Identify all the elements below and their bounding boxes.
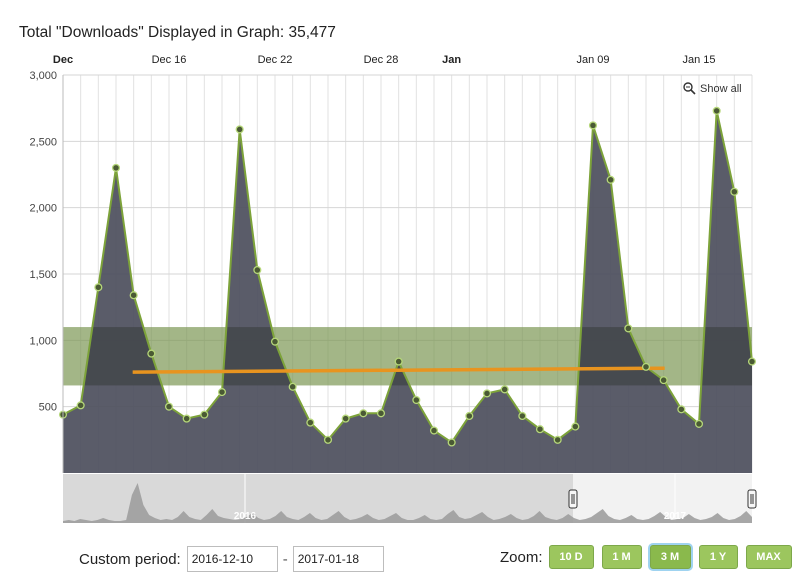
navigator: 2016 2017 (63, 474, 757, 523)
data-point (147, 349, 156, 358)
zoom-max-button[interactable]: MAX (745, 545, 792, 569)
data-point (217, 388, 227, 397)
data-point (429, 426, 439, 435)
zoom-magnifier-icon (683, 82, 696, 95)
data-point (535, 425, 545, 434)
data-point (182, 414, 191, 423)
data-point (94, 283, 103, 292)
data-points (58, 106, 757, 447)
band-overlay (63, 327, 752, 386)
zoom-label: Zoom: (500, 548, 543, 566)
data-point (553, 435, 562, 444)
data-point (677, 405, 686, 414)
data-point (641, 362, 651, 371)
data-point (571, 422, 580, 431)
data-point (76, 401, 85, 410)
start-date-input[interactable] (186, 546, 278, 572)
show-all-button[interactable]: Show all (683, 82, 742, 95)
data-point (288, 382, 297, 391)
trend-line (132, 366, 665, 374)
x-tick-label: Jan (442, 54, 461, 66)
data-point (624, 324, 633, 333)
show-all-label: Show all (700, 82, 742, 95)
y-tick-label: 2,000 (29, 203, 57, 215)
data-point (606, 175, 615, 184)
data-point (747, 357, 757, 366)
x-tick-label: Dec 22 (258, 54, 293, 66)
y-tick-label: 1,000 (29, 335, 57, 347)
x-tick-label: Jan 09 (576, 54, 609, 66)
x-tick-label: Jan 15 (682, 54, 715, 66)
x-tick-label: Dec 28 (364, 54, 399, 66)
data-point (376, 409, 386, 418)
data-point (270, 337, 280, 346)
zoom-10d-button[interactable]: 10 D (548, 545, 594, 569)
data-point (235, 125, 244, 134)
series-area (62, 110, 753, 473)
data-point (465, 411, 474, 421)
y-tick-label: 2,500 (29, 136, 57, 148)
date-separator: - (282, 550, 288, 568)
data-point (412, 395, 421, 405)
x-tick-label: Dec (53, 54, 73, 66)
navigator-year-label: 2016 (234, 511, 257, 522)
data-point (394, 357, 403, 366)
navigator-handle[interactable] (747, 489, 757, 509)
data-point (500, 385, 509, 394)
end-date-input[interactable] (292, 546, 384, 572)
y-tick-label: 3,000 (29, 70, 57, 82)
data-point (588, 121, 598, 130)
zoom-1y-button[interactable]: 1 Y (698, 545, 738, 569)
trend-line-group (132, 366, 665, 374)
data-point (482, 389, 492, 398)
data-point (253, 265, 262, 275)
downloads-chart: 500 1,000 1,500 2,000 2,500 3,000 Dec Dec 16 Dec… (29, 54, 757, 523)
data-point (164, 402, 174, 411)
data-point (359, 409, 368, 418)
x-tick-label: Dec 16 (152, 54, 187, 66)
data-point (200, 410, 209, 419)
y-tick-label: 500 (39, 402, 57, 414)
series-line (62, 110, 753, 444)
data-point (712, 106, 721, 115)
zoom-1m-button[interactable]: 1 M (601, 545, 642, 569)
zoom-3m-button[interactable]: 3 M (649, 545, 691, 569)
zoom-controls: Zoom: 10 D 1 M 3 M 1 Y MAX (500, 545, 800, 569)
navigator-handle[interactable] (568, 489, 578, 509)
data-point (341, 414, 350, 423)
y-tick-label: 1,500 (29, 269, 57, 281)
graph-title: Total "Downloads" Displayed in Graph: 35… (19, 24, 336, 41)
data-point (323, 435, 333, 444)
data-point (129, 291, 138, 300)
axes: 500 1,000 1,500 2,000 2,500 3,000 Dec Dec 16 Dec… (29, 54, 716, 473)
navigator-year-label: 2017 (664, 511, 687, 522)
data-point (306, 418, 315, 427)
custom-period-label: Custom period: (79, 550, 181, 568)
data-point (518, 411, 527, 421)
custom-period: Custom period: - (79, 546, 384, 572)
data-point (447, 438, 456, 447)
data-point (730, 187, 739, 196)
data-point (659, 376, 668, 385)
data-point (111, 163, 121, 172)
data-point (694, 419, 704, 428)
navigator-series (63, 483, 752, 523)
handle-body (747, 489, 757, 509)
handle-body (568, 489, 578, 509)
